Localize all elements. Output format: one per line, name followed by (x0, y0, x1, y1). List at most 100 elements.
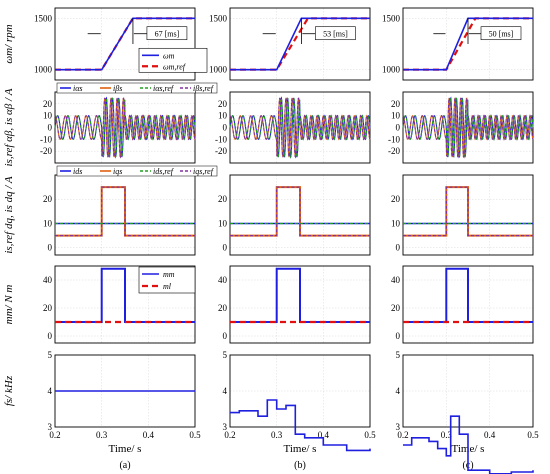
panel-r4-c2: 3 4 5 0.2 0.3 0.4 0.5 (396, 350, 540, 440)
y-tick-label: 5 (48, 350, 53, 360)
iq-ref-line (55, 186, 195, 237)
y-tick-label: 20 (218, 194, 228, 204)
y-tick-label: 40 (391, 275, 401, 285)
y-tick-label: 10 (43, 111, 53, 121)
annotation-box (146, 26, 188, 41)
y-tick-label: 5 (223, 350, 228, 360)
x-tick-label: 0.3 (271, 430, 283, 440)
legend-label: iαs,ref (153, 84, 175, 93)
y-tick-label: 1000 (382, 65, 401, 75)
y-axis-label: ωm/ rpm (3, 24, 15, 63)
iq-ref-line (230, 186, 370, 237)
speed-line (55, 17, 195, 71)
y-axis-label: fs/ kHz (3, 375, 15, 406)
y-tick-label: 1000 (34, 65, 53, 75)
axes-frame (229, 354, 371, 428)
y-tick-label: 20 (391, 303, 401, 313)
y-tick-label: 0 (223, 123, 228, 133)
y-tick-label: 40 (218, 275, 228, 285)
legend-label: ids (73, 167, 82, 176)
axes-frame (402, 354, 534, 428)
y-tick-label: -10 (388, 134, 400, 144)
axes-frame (54, 265, 196, 344)
y-tick-label: 40 (43, 275, 53, 285)
y-tick-label: -20 (215, 146, 227, 156)
y-tick-label: 0 (48, 243, 53, 253)
y-tick-label: 0 (48, 331, 53, 341)
y-axis-label: mm/ N m (3, 285, 15, 325)
legend-label: ωm,ref (163, 62, 187, 71)
subfigure-caption: (a) (119, 460, 130, 471)
y-tick-label: 0 (396, 331, 401, 341)
y-tick-label: -20 (40, 146, 52, 156)
legend-box (56, 165, 218, 177)
legend-box (138, 47, 208, 73)
x-tick-label: 0.5 (189, 430, 201, 440)
x-tick-label: 0.5 (364, 430, 376, 440)
fs-line (230, 399, 371, 452)
subfigure-caption: (b) (294, 460, 306, 471)
legend-label: ml (163, 282, 172, 291)
y-tick-label: 3 (48, 422, 53, 432)
y-tick-label: 1500 (382, 13, 401, 23)
x-tick-label: 0.2 (397, 430, 408, 440)
legend-label: iqs (113, 167, 122, 176)
y-tick-label: 20 (391, 194, 401, 204)
annotation-box (315, 26, 356, 41)
alphabeta-series-line (229, 97, 371, 159)
y-tick-label: 20 (43, 99, 53, 109)
y-tick-label: 20 (218, 99, 228, 109)
axes-frame (229, 174, 371, 256)
axes-frame (402, 265, 534, 344)
x-tick-label: 0.4 (484, 430, 496, 440)
fs-line (403, 415, 534, 474)
x-axis-label: Time/ s (284, 443, 317, 455)
y-tick-label: 1000 (209, 65, 228, 75)
legend-box (138, 266, 196, 294)
y-tick-label: 4 (48, 386, 53, 396)
legend-label: iβs,ref (193, 84, 215, 93)
annotation-label: 53 [ms] (323, 30, 348, 39)
y-tick-label: 10 (391, 218, 401, 228)
legend-label: iqs,ref (193, 167, 215, 176)
legend-label: ωm (163, 51, 175, 60)
panel-r0-c0: 1000 1500 (34, 7, 196, 81)
y-tick-label: 10 (218, 111, 228, 121)
y-tick-label: 0 (223, 243, 228, 253)
y-tick-label: 10 (391, 111, 401, 121)
x-tick-label: 0.2 (224, 430, 235, 440)
speed-line (230, 17, 370, 71)
x-tick-label: 0.5 (527, 430, 539, 440)
alphabeta-series-line (229, 96, 371, 159)
legend-label: iαs (73, 84, 83, 93)
legend-label: mm (163, 270, 175, 279)
y-tick-label: 20 (391, 99, 401, 109)
y-tick-label: 4 (223, 386, 228, 396)
panel-r4-c0: 3 4 5 0.2 0.3 0.4 0.5 (48, 350, 202, 440)
x-tick-label: 0.3 (96, 430, 108, 440)
y-tick-label: -10 (40, 134, 52, 144)
panel-r4-c1: 3 4 5 0.2 0.3 0.4 0.5 (223, 350, 377, 440)
x-tick-label: 0.4 (318, 430, 330, 440)
y-tick-label: 3 (396, 422, 401, 432)
y-tick-label: 0 (396, 243, 401, 253)
y-tick-label: -10 (215, 134, 227, 144)
annotation-label: 50 [ms] (489, 30, 514, 39)
axes-frame (229, 7, 371, 81)
axes-frame (402, 174, 534, 256)
speed-line (403, 17, 533, 71)
y-axis-label: is,ref αβ, is αβ / A (3, 88, 15, 166)
y-axis-label: is,ref dq, is dq / A (3, 176, 15, 254)
y-tick-label: 4 (396, 386, 401, 396)
legend-box (56, 82, 218, 94)
torque-line (403, 267, 533, 323)
x-axis-label: Time/ s (109, 443, 142, 455)
y-tick-label: -20 (388, 146, 400, 156)
y-tick-label: 20 (43, 303, 53, 313)
x-tick-label: 0.3 (441, 430, 453, 440)
panel-r3-c1: 0 20 40 (218, 265, 371, 344)
y-tick-label: 1500 (209, 13, 228, 23)
legend-label: ids,ref (153, 167, 175, 176)
y-tick-label: 20 (218, 303, 228, 313)
